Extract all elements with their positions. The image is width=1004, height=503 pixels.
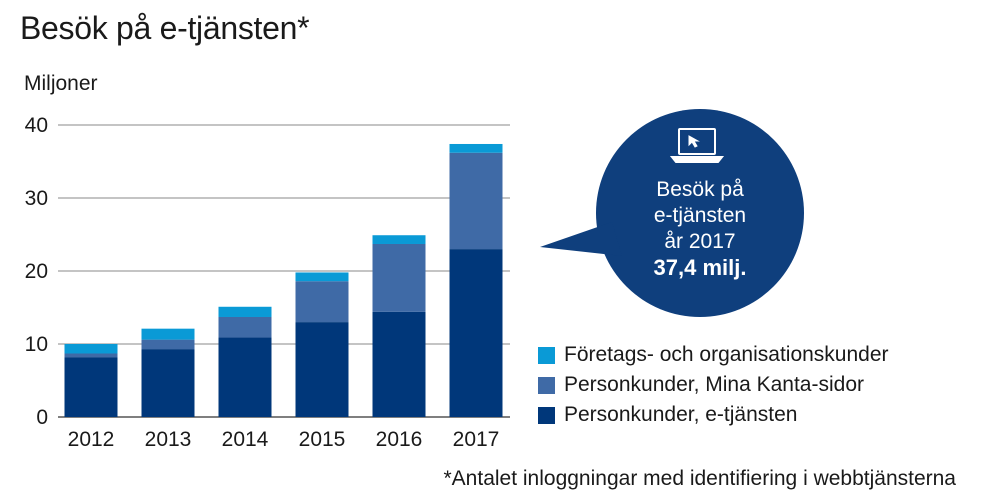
y-tick-label: 30 <box>25 187 48 210</box>
legend-swatch <box>538 346 555 364</box>
x-tick-label: 2014 <box>222 428 269 451</box>
callout-circle <box>596 109 804 317</box>
callout-text: Besök på e-tjänsten år 2017 37,4 milj. <box>600 177 800 281</box>
bar-mina-kanta <box>218 316 272 338</box>
bar-e-tjansten <box>64 357 118 417</box>
y-tick-label: 10 <box>25 333 48 356</box>
bar-foretag <box>449 143 503 153</box>
legend-item-mina-kanta: Personkunder, Mina Kanta-sidor <box>538 370 889 400</box>
legend: Företags- och organisationskunder Person… <box>538 340 889 430</box>
legend-swatch <box>538 376 555 394</box>
chart-title: Besök på e-tjänsten* <box>20 10 310 46</box>
y-tick-label: 0 <box>36 406 48 429</box>
callout-line3: år 2017 <box>664 230 736 253</box>
bar-e-tjansten <box>218 337 272 417</box>
legend-label: Personkunder, e-tjänsten <box>564 403 798 426</box>
x-tick-label: 2015 <box>299 428 346 451</box>
legend-item-foretag: Företags- och organisationskunder <box>538 340 889 370</box>
bar-mina-kanta <box>64 353 118 358</box>
bar-foretag <box>372 235 426 244</box>
legend-label: Personkunder, Mina Kanta-sidor <box>564 373 864 396</box>
legend-swatch <box>538 406 555 424</box>
x-tick-label: 2012 <box>68 428 115 451</box>
legend-item-e-tjansten: Personkunder, e-tjänsten <box>538 400 889 430</box>
x-tick-label: 2016 <box>376 428 423 451</box>
y-axis-unit-label: Miljoner <box>24 72 98 95</box>
bar-foretag <box>141 328 195 340</box>
bar-mina-kanta <box>295 281 349 323</box>
callout-value: 37,4 milj. <box>653 255 747 280</box>
bar-foretag <box>218 306 272 317</box>
y-tick-labels: 0 10 20 30 40 <box>25 114 48 429</box>
callout-pointer <box>540 222 622 256</box>
footnote: *Antalet inloggningar med identifiering … <box>443 467 957 490</box>
gridlines <box>58 124 510 418</box>
y-tick-label: 40 <box>25 114 48 137</box>
bar-mina-kanta <box>449 152 503 250</box>
bar-e-tjansten <box>295 322 349 417</box>
callout-bubble <box>540 109 804 317</box>
laptop-icon <box>669 128 725 163</box>
bar-e-tjansten <box>372 311 426 417</box>
x-tick-labels: 2012 2013 2014 2015 2016 2017 <box>68 428 500 451</box>
x-tick-label: 2017 <box>453 428 500 451</box>
bar-foretag <box>295 272 349 282</box>
callout-line1: Besök på <box>656 178 744 201</box>
bars <box>64 143 503 417</box>
legend-label: Företags- och organisationskunder <box>564 343 889 366</box>
x-tick-label: 2013 <box>145 428 192 451</box>
bar-mina-kanta <box>141 339 195 350</box>
bar-e-tjansten <box>141 349 195 417</box>
bar-e-tjansten <box>449 249 503 417</box>
bar-foretag <box>64 344 118 354</box>
bar-mina-kanta <box>372 243 426 312</box>
callout-line2: e-tjänsten <box>653 204 747 227</box>
y-tick-label: 20 <box>25 260 48 283</box>
